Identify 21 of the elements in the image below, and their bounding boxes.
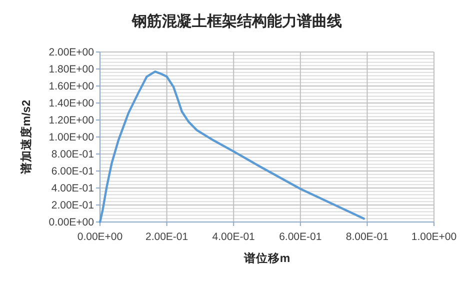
x-tick-label: 8.00E-01 (346, 231, 389, 243)
y-tick-label: 1.00E+00 (48, 132, 94, 144)
y-tick-label: 4.00E-01 (51, 182, 94, 194)
y-tick-label: 0.00E+00 (48, 216, 94, 228)
x-tick-label: 6.00E-01 (279, 231, 322, 243)
line-series (98, 70, 365, 224)
y-tick-label: 6.00E-01 (51, 166, 94, 178)
x-tick-label: 4.00E-01 (212, 231, 256, 243)
y-tick-label: 1.40E+00 (48, 98, 94, 110)
y-axis-title: 谱加速度m/s2 (19, 100, 33, 176)
y-tick-label: 1.80E+00 (48, 64, 94, 76)
y-tick-label: 1.60E+00 (48, 80, 94, 92)
x-axis-title: 谱位移m (242, 251, 290, 265)
y-tick-label: 8.00E-01 (51, 148, 94, 160)
y-tick-label: 2.00E-01 (51, 200, 94, 212)
y-tick-label: 2.00E+00 (48, 46, 94, 58)
chart-title: 钢筋混凝土框架结构能力谱曲线 (131, 12, 342, 30)
x-tick-label: 1.00E+00 (411, 231, 457, 243)
x-tick-label: 0.00E+00 (77, 231, 123, 243)
x-tick-label: 2.00E-01 (145, 231, 188, 243)
y-tick-label: 1.20E+00 (48, 114, 94, 126)
